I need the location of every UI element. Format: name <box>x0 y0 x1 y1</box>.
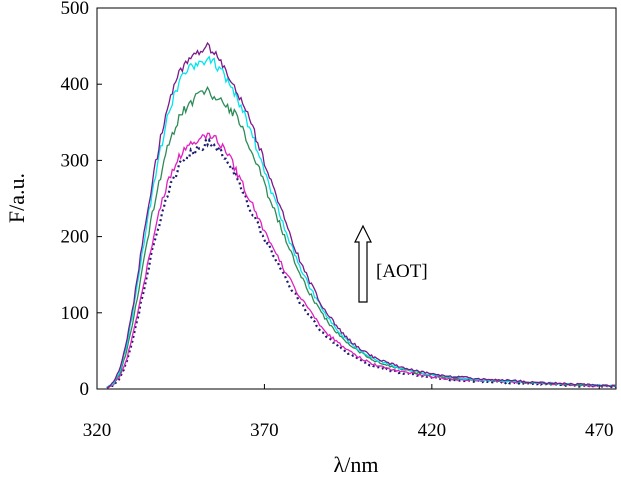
aot-arrow-icon <box>354 224 372 303</box>
series-line-1 <box>106 136 617 389</box>
x-axis-label: λ/nm <box>334 452 379 477</box>
y-tick-label: 100 <box>61 303 90 324</box>
x-tick-label: 470 <box>585 420 614 441</box>
y-tick-label: 200 <box>61 227 90 248</box>
y-axis-label: F/a.u. <box>4 173 29 223</box>
x-tick-label: 420 <box>418 420 447 441</box>
series-line-4 <box>106 55 617 389</box>
x-tick-label: 370 <box>250 420 279 441</box>
y-axis: 0 100 200 300 400 500 <box>61 0 102 400</box>
x-axis: 320 370 420 470 <box>83 384 614 441</box>
series-line-5 <box>106 41 617 389</box>
x-tick-label: 320 <box>83 420 112 441</box>
aot-annotation: [AOT] <box>376 261 428 282</box>
y-tick-label: 400 <box>61 74 90 95</box>
y-tick-label: 300 <box>61 150 90 171</box>
series-layer <box>106 41 617 389</box>
y-tick-label: 0 <box>80 379 90 400</box>
y-tick-label: 500 <box>61 0 90 19</box>
plot-frame <box>96 7 617 390</box>
